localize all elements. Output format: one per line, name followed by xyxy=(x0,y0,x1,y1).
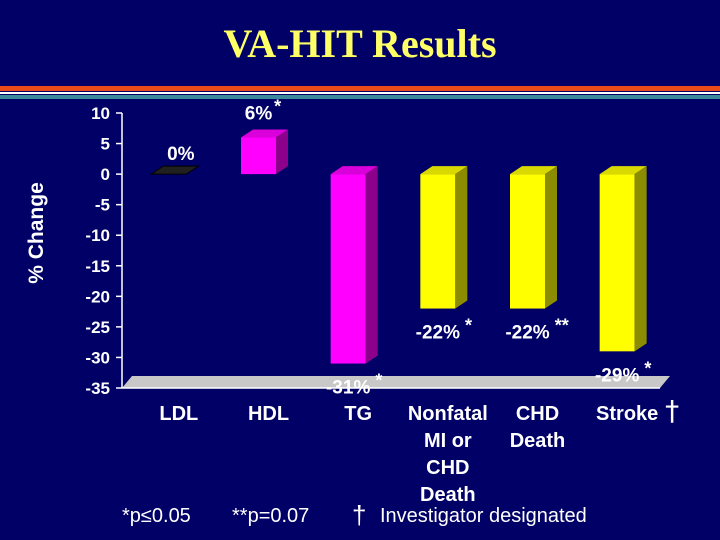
bar-side xyxy=(545,166,557,309)
category-label: CHD xyxy=(426,457,469,479)
category-label: TG xyxy=(344,403,372,425)
bar-top xyxy=(330,166,378,175)
significance-mark: * xyxy=(375,371,382,391)
y-tick-label: 5 xyxy=(101,135,110,154)
bar-top xyxy=(599,166,647,175)
y-tick-label: -30 xyxy=(85,348,110,367)
bar-value-label: -22% xyxy=(505,323,549,344)
bar-side xyxy=(365,166,378,364)
bar-side xyxy=(455,166,468,309)
bar xyxy=(330,174,366,364)
bar-top xyxy=(149,165,200,175)
bar-value-label: -29% xyxy=(595,365,639,386)
y-tick-label: -35 xyxy=(85,379,110,398)
category-label: LDL xyxy=(159,403,198,425)
category-label: Stroke xyxy=(596,403,658,425)
bar-top xyxy=(510,166,557,175)
bar xyxy=(599,174,635,352)
bar-top xyxy=(241,129,288,138)
category-label: CHD xyxy=(516,403,559,425)
y-tick-label: -15 xyxy=(85,257,110,276)
significance-mark: * xyxy=(465,316,472,336)
y-axis-title: % Change xyxy=(25,182,48,284)
y-tick-label: -20 xyxy=(85,287,110,306)
bar xyxy=(420,174,456,309)
bar xyxy=(510,174,545,309)
category-label: Nonfatal xyxy=(408,403,488,425)
footnote-dagger: † xyxy=(352,500,367,530)
bar-value-label: 0% xyxy=(167,144,195,165)
y-tick-label: -10 xyxy=(85,226,110,245)
dagger-mark: † xyxy=(665,394,679,427)
orange-stripe xyxy=(0,86,720,91)
bar-top xyxy=(420,166,468,175)
bar-value-label: 6% xyxy=(245,103,273,124)
category-label: Death xyxy=(510,430,566,452)
footnote-p005: *p≤0.05 xyxy=(122,505,191,527)
page-title: VA-HIT Results xyxy=(223,21,497,66)
footnote-p007: **p=0.07 xyxy=(232,505,310,527)
bar-value-label: -22% xyxy=(416,323,460,344)
significance-mark: * xyxy=(274,96,281,116)
bar-value-label: -31% xyxy=(326,378,370,399)
bar xyxy=(241,137,276,175)
category-label: Death xyxy=(420,484,476,506)
category-label: HDL xyxy=(248,403,289,425)
bar-side xyxy=(634,166,647,352)
y-tick-label: -25 xyxy=(85,318,110,337)
bar-side xyxy=(276,129,288,175)
teal-stripe xyxy=(0,95,720,99)
y-tick-label: 0 xyxy=(101,165,110,184)
chart-floor xyxy=(122,376,670,388)
y-tick-label: 10 xyxy=(91,104,110,123)
significance-mark: * xyxy=(644,358,651,378)
significance-mark: ** xyxy=(555,316,569,336)
category-label: MI or xyxy=(424,430,472,452)
footnote-investigator: Investigator designated xyxy=(380,505,587,527)
y-tick-label: -5 xyxy=(95,196,110,215)
white-stripe xyxy=(0,92,720,94)
